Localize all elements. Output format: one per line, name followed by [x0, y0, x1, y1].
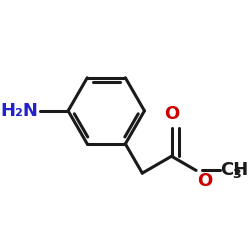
Text: O: O [164, 105, 179, 123]
Text: 3: 3 [232, 168, 240, 181]
Text: CH: CH [220, 161, 249, 179]
Text: O: O [197, 172, 212, 190]
Text: H₂N: H₂N [1, 102, 39, 120]
